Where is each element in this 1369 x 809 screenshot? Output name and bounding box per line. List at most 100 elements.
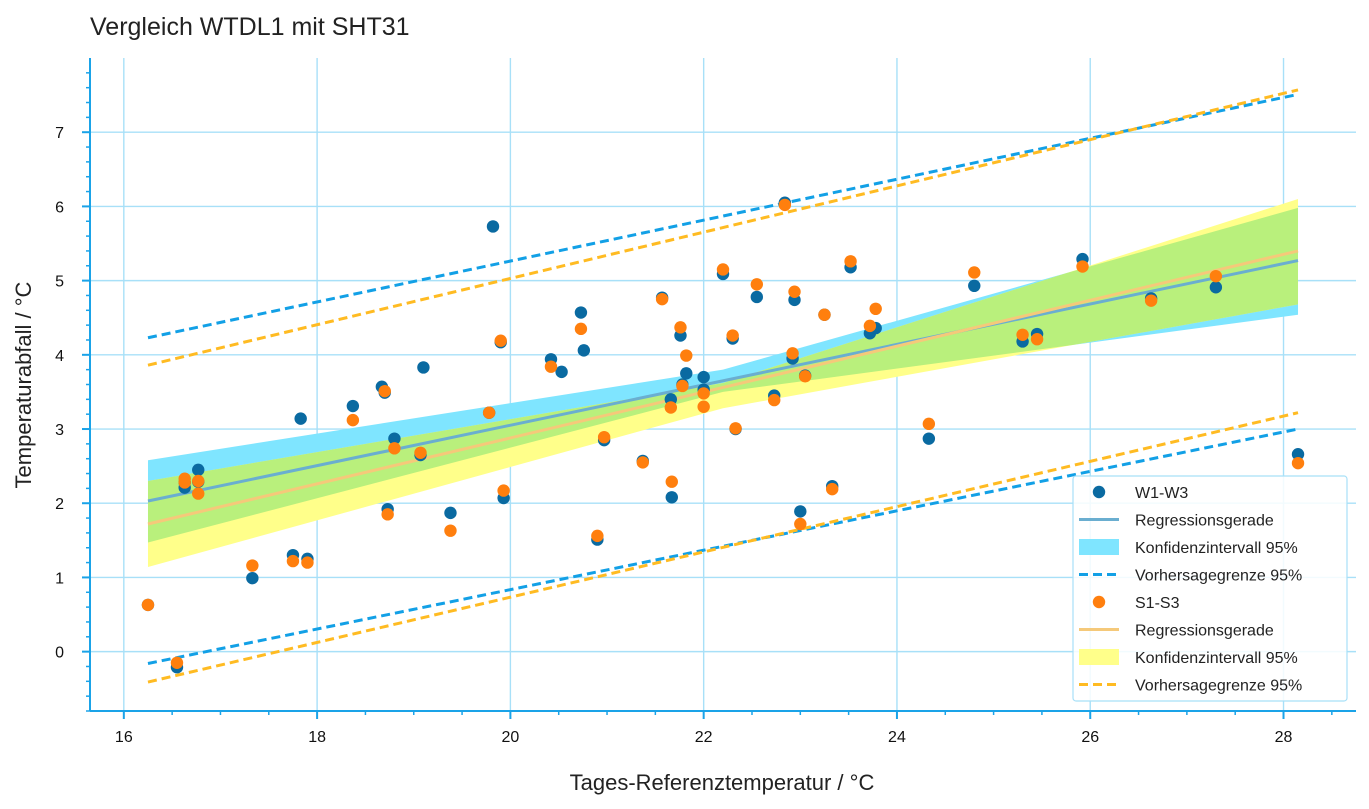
point-s1-s3: [192, 487, 205, 500]
point-s1-s3: [697, 400, 710, 413]
point-s1-s3: [346, 413, 360, 427]
point-s1-s3: [655, 292, 669, 306]
y-tick-label: 1: [55, 570, 64, 587]
legend-label: Regressionsgerade: [1135, 623, 1274, 640]
point-s1-s3: [494, 334, 507, 347]
point-s1-s3: [794, 517, 807, 531]
legend-label: Konfidenzintervall 95%: [1135, 540, 1298, 557]
point-s1-s3: [922, 417, 936, 431]
point-w1-w3: [294, 412, 307, 425]
point-s1-s3: [636, 456, 649, 469]
point-s1-s3: [141, 598, 155, 612]
legend: W1-W3 Regressionsgerade Konfidenzintervall…: [1072, 475, 1348, 702]
x-tick-label: 18: [308, 729, 326, 746]
legend-marker: [1092, 595, 1106, 609]
legend-label: Konfidenzintervall 95%: [1135, 650, 1298, 667]
y-tick-label: 5: [55, 274, 64, 291]
point-s1-s3: [497, 484, 510, 497]
point-s1-s3: [1076, 260, 1089, 273]
y-tick-label: 0: [55, 645, 64, 662]
point-w1-w3: [388, 432, 401, 445]
x-tick-label: 28: [1275, 729, 1293, 746]
point-s1-s3: [482, 406, 496, 419]
point-w1-w3: [246, 571, 259, 585]
point-s1-s3: [788, 285, 801, 298]
legend-marker: [1079, 539, 1119, 555]
point-s1-s3: [574, 322, 588, 336]
point-s1-s3: [381, 508, 394, 521]
legend-label: Vorhersagegrenze 95%: [1135, 568, 1302, 585]
legend-label: Regressionsgerade: [1135, 513, 1274, 530]
x-tick-label: 22: [695, 729, 713, 746]
y-tick-label: 3: [55, 422, 64, 439]
x-tick-label: 16: [115, 729, 133, 746]
point-w1-w3: [1291, 448, 1305, 461]
x-tick-label: 24: [888, 729, 906, 746]
point-s1-s3: [1291, 456, 1305, 470]
point-w1-w3: [555, 365, 568, 379]
point-w1-w3: [794, 505, 807, 518]
regression-line-w1-w3: [147, 259, 1299, 503]
y-tick-label: 2: [55, 496, 64, 513]
chart-title: Vergleich WTDL1 mit SHT31: [90, 13, 410, 41]
point-w1-w3: [417, 361, 430, 374]
point-s1-s3: [750, 278, 764, 291]
y-tick-label: 7: [55, 125, 64, 142]
point-s1-s3: [1144, 294, 1158, 307]
legend-label: S1-S3: [1135, 595, 1180, 612]
legend-marker: [1092, 485, 1106, 499]
x-tick-label: 20: [501, 729, 519, 746]
point-s1-s3: [863, 319, 877, 333]
regression-lines: [147, 88, 1299, 684]
point-w1-w3: [665, 491, 678, 504]
point-w1-w3: [922, 432, 936, 445]
ticks: 16 18 20 22 24 26 28 0 1 2 3 4 5 6 7: [55, 72, 1333, 746]
point-s1-s3: [170, 656, 184, 669]
point-s1-s3: [1209, 269, 1223, 283]
point-s1-s3: [597, 430, 611, 444]
legend-label: Vorhersagegrenze 95%: [1135, 678, 1302, 695]
point-s1-s3: [697, 387, 710, 400]
legend-marker: [1079, 649, 1119, 665]
point-s1-s3: [414, 446, 427, 459]
point-s1-s3: [674, 321, 687, 334]
point-w1-w3: [697, 370, 710, 384]
point-s1-s3: [729, 422, 742, 435]
y-tick-label: 6: [55, 199, 64, 216]
point-s1-s3: [301, 556, 314, 569]
point-s1-s3: [591, 529, 604, 543]
point-w1-w3: [577, 344, 591, 357]
point-s1-s3: [778, 198, 792, 212]
point-s1-s3: [968, 266, 981, 279]
legend-label: W1-W3: [1135, 485, 1188, 502]
legend-box: [1072, 475, 1348, 702]
point-w1-w3: [574, 306, 588, 319]
point-s1-s3: [844, 255, 857, 268]
point-s1-s3: [246, 559, 259, 572]
point-s1-s3: [826, 482, 839, 496]
point-w1-w3: [968, 279, 981, 293]
point-w1-w3: [346, 399, 360, 413]
point-s1-s3: [818, 308, 831, 321]
prediction-limit-upper-s1-s3: [147, 88, 1299, 367]
regression-line-s1-s3: [147, 249, 1299, 526]
point-s1-s3: [869, 302, 882, 316]
point-s1-s3: [664, 401, 678, 414]
point-s1-s3: [680, 349, 693, 362]
x-axis-label: Tages-Referenztemperatur / °C: [570, 770, 875, 795]
point-s1-s3: [286, 554, 300, 568]
point-s1-s3: [444, 524, 457, 537]
y-axis-label: Temperaturabfall / °C: [11, 281, 36, 488]
point-s1-s3: [676, 379, 689, 393]
point-w1-w3: [680, 367, 693, 380]
point-s1-s3: [1030, 333, 1044, 346]
x-tick-label: 26: [1081, 729, 1099, 746]
data-points: [141, 196, 1305, 674]
y-tick-label: 4: [55, 348, 64, 365]
point-s1-s3: [726, 329, 739, 342]
confidence-bands: [147, 198, 1299, 568]
point-w1-w3: [444, 506, 457, 520]
point-s1-s3: [192, 474, 205, 488]
point-s1-s3: [716, 263, 730, 276]
